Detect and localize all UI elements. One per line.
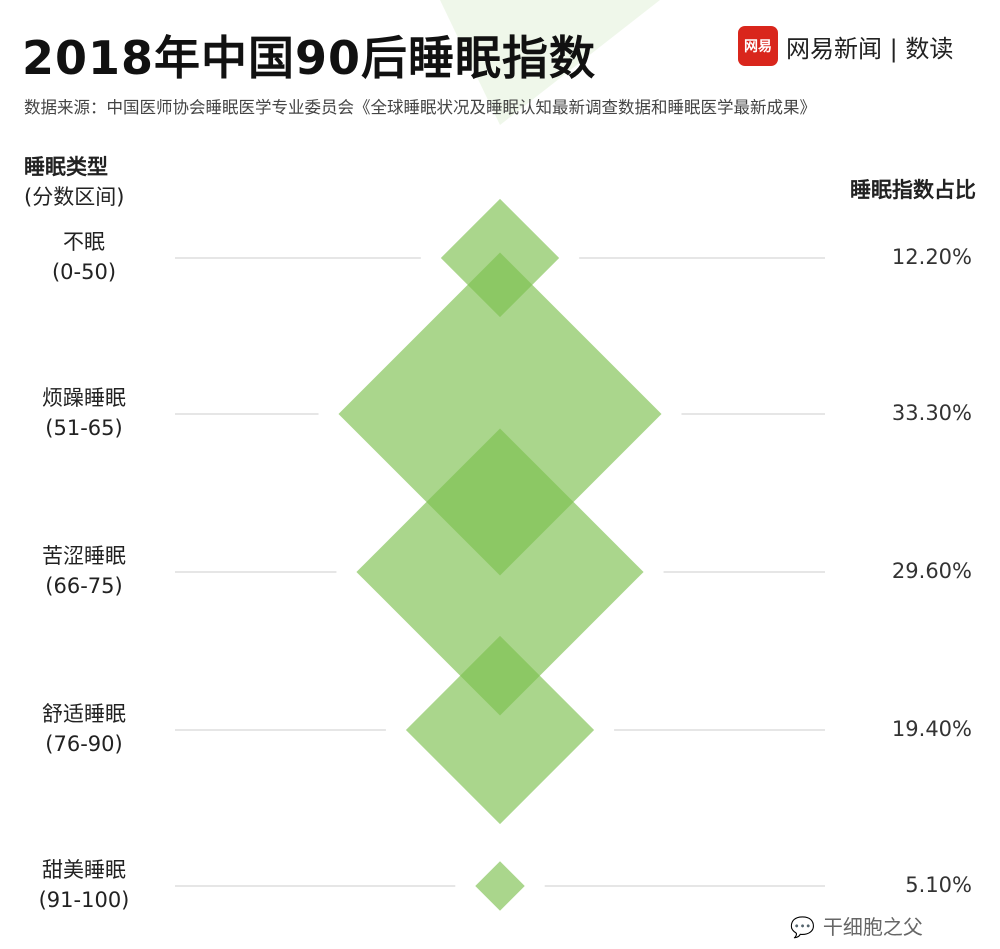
watermark: 💬 干细胞之父	[790, 914, 923, 940]
value-label: 33.30%	[891, 401, 972, 425]
category-label: 舒适睡眠 (76-90)	[24, 699, 144, 759]
category-range: (51-65)	[45, 416, 123, 440]
brand: 网易 网易新闻 | 数读	[738, 26, 953, 66]
diamond-mark	[356, 428, 644, 716]
category-name: 舒适睡眠	[42, 702, 126, 726]
left-header-title: 睡眠类型	[24, 155, 108, 179]
left-header-subtitle: (分数区间)	[24, 185, 125, 209]
category-range: (91-100)	[38, 888, 130, 912]
category-range: (0-50)	[51, 260, 117, 284]
value-label: 29.60%	[891, 559, 972, 583]
watermark-text: 干细胞之父	[822, 915, 923, 939]
value-label: 5.10%	[905, 873, 972, 897]
value-label: 12.20%	[891, 245, 972, 269]
diamond-mark	[338, 252, 662, 576]
brand-name: 网易新闻 | 数读	[786, 34, 954, 63]
category-label: 烦躁睡眠 (51-65)	[24, 383, 144, 443]
page-title: 2018年中国90后睡眠指数	[22, 31, 597, 85]
value-label: 19.40%	[891, 717, 972, 741]
wechat-icon: 💬	[790, 915, 815, 939]
diamond-mark	[475, 861, 525, 911]
category-label: 不眠 (0-50)	[24, 227, 144, 287]
data-source: 数据来源：中国医师协会睡眠医学专业委员会《全球睡眠状况及睡眠认知最新调查数据和睡…	[24, 98, 816, 117]
left-header: 睡眠类型 (分数区间)	[24, 152, 124, 212]
category-label: 苦涩睡眠 (66-75)	[24, 541, 144, 601]
diamond-mark	[405, 635, 595, 825]
right-header: 睡眠指数占比	[850, 178, 976, 202]
category-name: 苦涩睡眠	[42, 544, 126, 568]
category-range: (66-75)	[45, 574, 123, 598]
brand-logo-icon: 网易	[738, 26, 778, 66]
guide-lines	[175, 257, 825, 887]
category-name: 烦躁睡眠	[42, 386, 126, 410]
category-name: 甜美睡眠	[42, 858, 126, 882]
diamond-marks	[338, 198, 662, 911]
category-range: (76-90)	[45, 732, 123, 756]
category-name: 不眠	[63, 230, 105, 254]
background-decoration	[440, 0, 660, 125]
category-label: 甜美睡眠 (91-100)	[24, 855, 144, 915]
